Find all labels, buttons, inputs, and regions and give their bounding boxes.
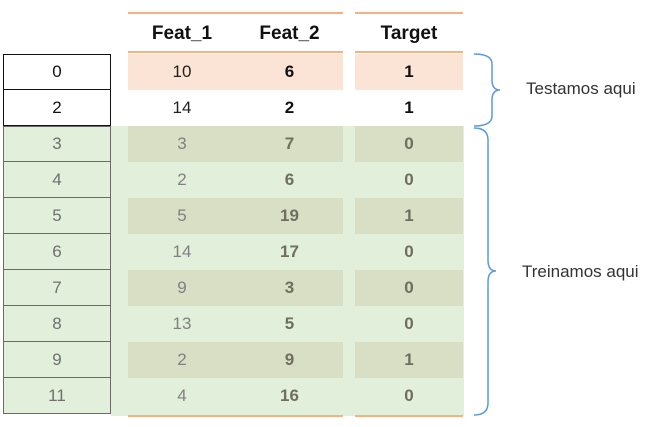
target-row-background bbox=[355, 306, 463, 342]
feat2-cell: 2 bbox=[284, 98, 295, 117]
feat1-cell: 2 bbox=[177, 350, 187, 369]
feat2-cell: 7 bbox=[284, 134, 295, 153]
feat1-cell: 2 bbox=[177, 170, 187, 189]
header-target: Target bbox=[380, 23, 438, 44]
target-row-background bbox=[355, 90, 463, 126]
feat1-cell: 9 bbox=[177, 278, 187, 297]
footer-rule-target bbox=[355, 415, 463, 417]
target-cell: 0 bbox=[404, 278, 414, 297]
target-cell: 0 bbox=[404, 170, 414, 189]
feat2-cell: 17 bbox=[280, 242, 299, 261]
feat2-cell: 6 bbox=[284, 62, 295, 81]
feature-row-background bbox=[128, 306, 343, 342]
row-index-cell: 11 bbox=[3, 378, 111, 414]
feature-row-background bbox=[128, 90, 343, 126]
header-feat1: Feat_1 bbox=[151, 23, 213, 44]
feat1-cell: 3 bbox=[177, 134, 187, 153]
target-row-background bbox=[355, 270, 463, 306]
header-rule-target-bottom bbox=[355, 51, 463, 53]
row-index-cell: 4 bbox=[3, 162, 111, 198]
target-cell: 1 bbox=[404, 98, 414, 117]
row-index-cell: 6 bbox=[3, 234, 111, 270]
train-label: Treinamos aqui bbox=[522, 262, 639, 281]
target-cell: 0 bbox=[404, 242, 414, 261]
target-row-background bbox=[355, 126, 463, 162]
row-index-cell: 2 bbox=[3, 90, 111, 126]
row-index-cell: 3 bbox=[3, 126, 111, 162]
row-index-cell: 5 bbox=[3, 198, 111, 234]
row-index-cell: 0 bbox=[3, 54, 111, 90]
feature-row-background bbox=[128, 342, 343, 378]
test-brace bbox=[473, 53, 501, 127]
header-rule-features-top bbox=[128, 12, 343, 14]
target-row-background bbox=[355, 378, 463, 414]
feature-row-background bbox=[128, 234, 343, 270]
header-feat2: Feat_2 bbox=[259, 23, 320, 44]
feat1-cell: 14 bbox=[172, 98, 192, 117]
feat1-cell: 10 bbox=[172, 62, 192, 81]
row-index-cell: 8 bbox=[3, 306, 111, 342]
target-row-background bbox=[355, 162, 463, 198]
target-cell: 1 bbox=[404, 62, 414, 81]
feat1-cell: 4 bbox=[177, 386, 187, 405]
feat2-cell: 16 bbox=[280, 386, 299, 405]
feature-row-background bbox=[128, 54, 343, 90]
feature-row-background bbox=[128, 198, 343, 234]
feature-row-background bbox=[128, 126, 343, 162]
feat2-cell: 6 bbox=[284, 170, 295, 189]
header-rule-target-top bbox=[355, 12, 463, 14]
feature-row-background bbox=[128, 378, 343, 414]
train-brace bbox=[473, 127, 497, 416]
feature-row-background bbox=[128, 270, 343, 306]
row-index-cell: 7 bbox=[3, 270, 111, 306]
test-label: Testamos aqui bbox=[526, 79, 636, 98]
feat2-cell: 3 bbox=[284, 278, 295, 297]
feat1-cell: 14 bbox=[172, 242, 192, 261]
target-row-background bbox=[355, 342, 463, 378]
feat1-cell: 13 bbox=[172, 314, 192, 333]
feat2-cell: 5 bbox=[284, 314, 295, 333]
feat2-cell: 9 bbox=[284, 350, 295, 369]
target-cell: 1 bbox=[404, 350, 414, 369]
target-cell: 1 bbox=[404, 206, 414, 225]
target-row-background bbox=[355, 198, 463, 234]
feat1-cell: 5 bbox=[177, 206, 187, 225]
feature-row-background bbox=[128, 162, 343, 198]
footer-rule-features bbox=[128, 415, 343, 417]
target-row-background bbox=[355, 54, 463, 90]
target-cell: 0 bbox=[404, 134, 414, 153]
feat2-cell: 19 bbox=[280, 206, 299, 225]
header-rule-features-bottom bbox=[128, 51, 343, 53]
target-cell: 0 bbox=[404, 386, 414, 405]
target-row-background bbox=[355, 234, 463, 270]
row-index-cell: 9 bbox=[3, 342, 111, 378]
target-cell: 0 bbox=[404, 314, 414, 333]
